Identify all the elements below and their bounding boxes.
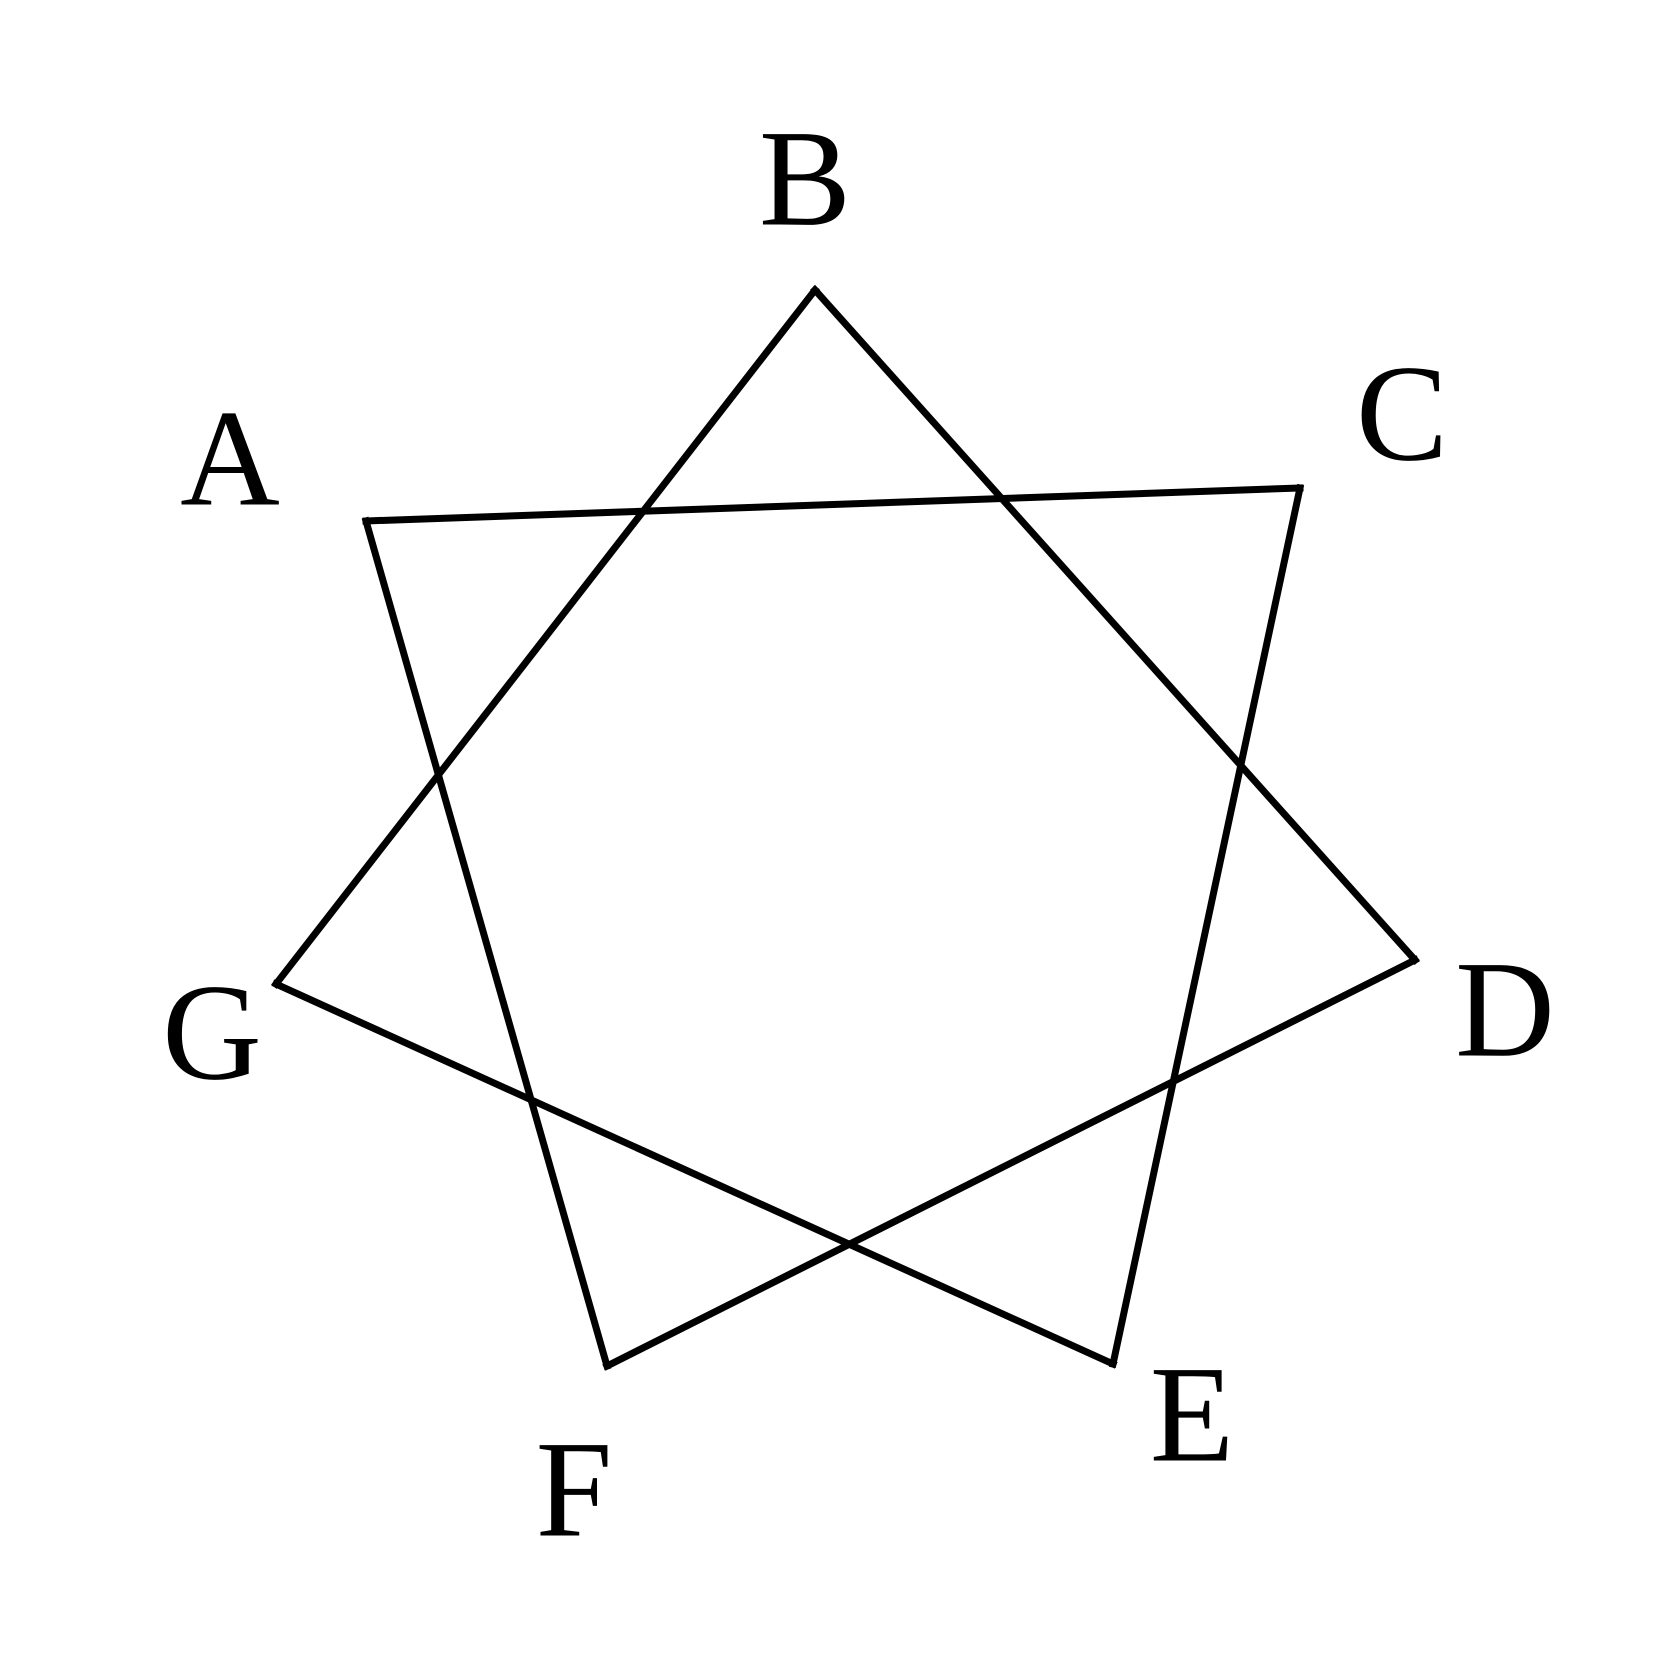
vertex-label-g: G xyxy=(162,956,262,1109)
vertex-label-e: E xyxy=(1150,1338,1234,1491)
edge-d-f xyxy=(602,955,1420,1371)
edge-c-e xyxy=(1108,483,1305,1369)
edge-f-a xyxy=(361,516,612,1371)
vertex-label-b: B xyxy=(759,102,851,255)
star-edges xyxy=(271,285,1420,1371)
edge-g-b xyxy=(271,285,820,989)
edge-e-g xyxy=(271,979,1118,1369)
vertex-label-f: F xyxy=(536,1413,613,1566)
vertex-label-c: C xyxy=(1356,337,1448,490)
edge-b-d xyxy=(810,285,1420,965)
vertex-labels: A B C D E F G xyxy=(162,102,1555,1566)
vertex-label-a: A xyxy=(180,382,280,535)
edge-a-c xyxy=(362,484,1304,525)
vertex-label-d: D xyxy=(1455,933,1555,1086)
